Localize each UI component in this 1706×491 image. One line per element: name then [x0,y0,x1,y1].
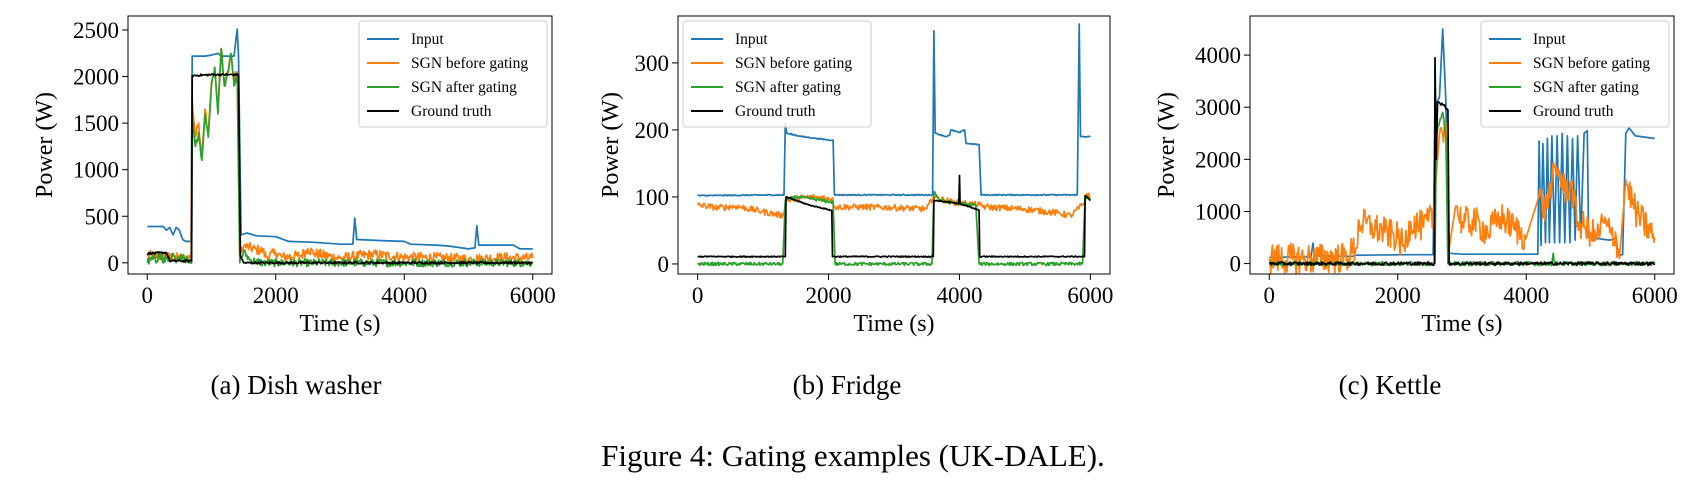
legend-label-sgn_after: SGN after gating [735,79,841,96]
series-line-ground_truth [1269,56,1656,266]
y-axis-label: Power (W) [1154,92,1180,198]
x-tick-label: 6000 [510,283,556,308]
y-tick-label: 2500 [73,18,119,43]
y-tick-label: 500 [85,204,120,229]
subcaption-c: (c) Kettle [1338,370,1442,400]
series-line-sgn_after [1268,111,1656,267]
y-tick-label: 200 [635,118,670,143]
x-tick-label: 4000 [936,283,982,308]
legend-label-sgn_before: SGN before gating [411,55,528,72]
series-line-ground_truth [146,72,534,265]
legend-label-input: Input [1533,31,1566,48]
x-tick-label: 4000 [1503,283,1549,308]
y-tick-label: 0 [658,252,670,277]
legend-label-sgn_before: SGN before gating [735,55,852,72]
subcaption-a: (a) Dish washer [210,370,382,400]
x-tick-label: 0 [142,283,154,308]
y-tick-label: 4000 [1195,43,1241,68]
series-line-sgn_before [1268,121,1656,274]
legend-box [358,20,548,128]
series-line-ground_truth [697,174,1091,258]
legend-label-sgn_before: SGN before gating [1533,55,1650,72]
plot-frame [677,15,1111,275]
legend-label-ground_truth: Ground truth [735,103,816,120]
series-line-sgn_after [697,190,1092,267]
x-tick-label: 2000 [1375,283,1421,308]
x-tick-label: 2000 [806,283,852,308]
x-tick-label: 0 [692,283,704,308]
legend-label-sgn_after: SGN after gating [1533,79,1639,96]
y-tick-label: 1500 [73,111,119,136]
subcaption-b: (b) Fridge [792,370,902,400]
legend-box [682,20,872,128]
y-tick-label: 0 [1230,252,1242,277]
chart-panel-2: 0 2000 4000 6000 0 100 200 300 Time (s) Power (W)… [598,15,1113,337]
x-tick-label: 6000 [1067,283,1113,308]
legend-label-input: Input [411,31,444,48]
x-tick-label: 6000 [1632,283,1678,308]
legend: Input SGN before gating SGN after gating Gr… [1480,20,1670,128]
y-tick-label: 100 [635,185,670,210]
y-tick-label: 2000 [1195,147,1241,172]
legend-label-ground_truth: Ground truth [411,103,492,120]
figure-caption: Figure 4: Gating examples (UK-DALE). [601,438,1105,473]
series-line-input [147,28,533,250]
x-axis-label: Time (s) [299,311,380,337]
legend-label-sgn_after: SGN after gating [411,79,517,96]
plot-frame [1249,15,1675,275]
x-axis-label: Time (s) [1421,311,1502,337]
chart-panel-1: 0 2000 4000 6000 0 500 1000 1500 2000 2500 Time (s… [32,15,556,337]
y-axis-label: Power (W) [598,92,624,198]
y-tick-label: 2000 [73,65,119,90]
series-line-input [1269,28,1655,259]
x-tick-label: 2000 [253,283,299,308]
y-tick-label: 1000 [73,158,119,183]
x-tick-label: 0 [1264,283,1276,308]
plot-frame [127,15,553,275]
x-axis-label: Time (s) [853,311,934,337]
y-tick-label: 0 [108,251,120,276]
y-tick-label: 3000 [1195,95,1241,120]
legend: Input SGN before gating SGN after gating Gr… [682,20,872,128]
legend-label-input: Input [735,31,768,48]
y-tick-label: 300 [635,51,670,76]
legend: Input SGN before gating SGN after gating Gr… [358,20,548,128]
series-line-input [697,23,1091,197]
legend-box [1480,20,1670,128]
y-tick-label: 1000 [1195,199,1241,224]
legend-label-ground_truth: Ground truth [1533,103,1614,120]
x-tick-label: 4000 [381,283,427,308]
y-axis-label: Power (W) [32,92,58,198]
series-line-sgn_before [696,192,1092,219]
